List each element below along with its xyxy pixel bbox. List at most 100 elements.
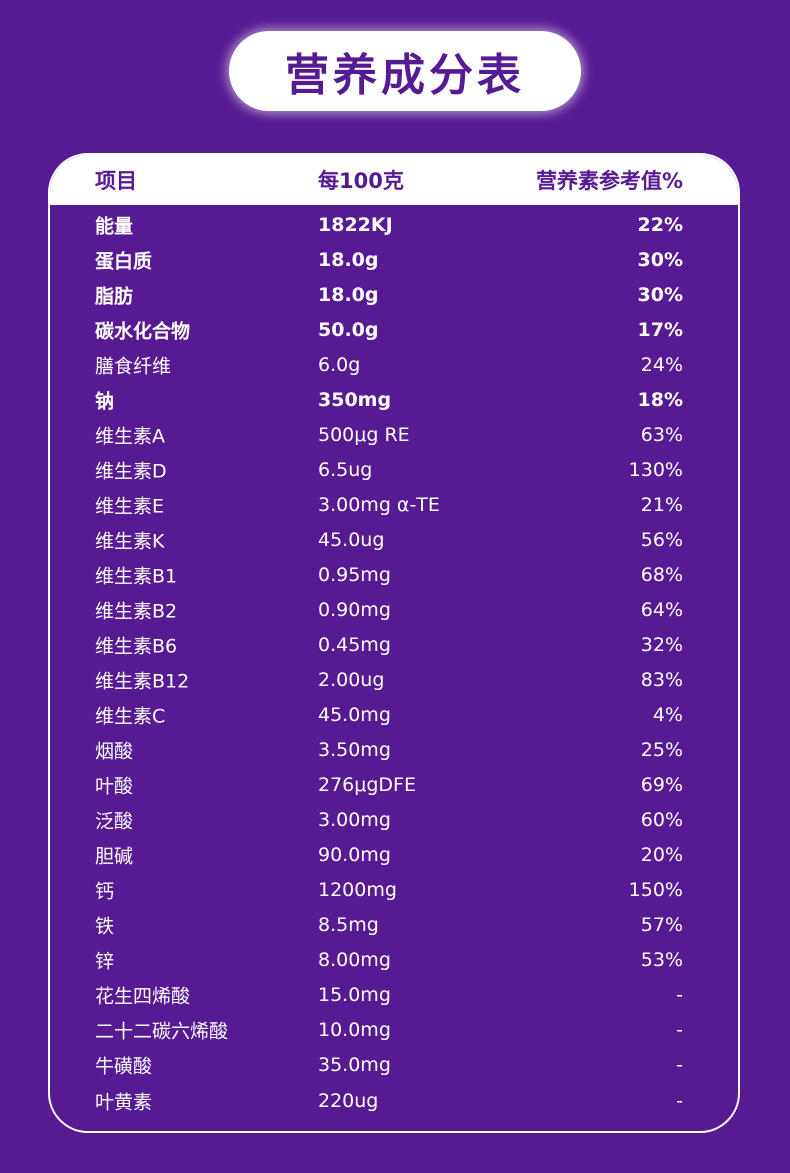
table-row: 碳水化合物 50.0g 17%: [50, 312, 738, 347]
nutrient-amount: 276μgDFE: [318, 774, 416, 797]
table-row: 维生素B1 0.95mg 68%: [50, 557, 738, 592]
nutrient-amount: 18.0g: [318, 248, 379, 271]
header-item: 项目: [95, 169, 137, 193]
table-row: 牛磺酸 35.0mg -: [50, 1048, 738, 1083]
table-row: 烟酸 3.50mg 25%: [50, 733, 738, 768]
nutrient-name: 维生素A: [95, 425, 165, 448]
nutrient-amount: 6.5ug: [318, 458, 373, 481]
nutrient-name: 花生四烯酸: [95, 985, 191, 1008]
nutrient-amount: 0.95mg: [318, 563, 391, 586]
nutrition-table: 项目 每100克 营养素参考值% 能量 1822KJ 22% 蛋白质 18.0g 30% 脂…: [48, 153, 740, 1133]
title-banner: 营养成分表: [229, 31, 581, 111]
nutrient-nrv: -: [676, 984, 683, 1007]
nutrient-nrv: 69%: [640, 774, 683, 797]
table-row: 维生素B2 0.90mg 64%: [50, 592, 738, 627]
nutrient-nrv: 17%: [637, 318, 683, 341]
nutrient-name: 维生素C: [95, 705, 166, 728]
table-row: 钠 350mg 18%: [50, 382, 738, 417]
nutrient-amount: 3.00mg: [318, 809, 391, 832]
nutrient-nrv: 25%: [640, 739, 683, 762]
nutrient-amount: 1200mg: [318, 879, 397, 902]
nutrient-name: 维生素B2: [95, 600, 178, 623]
header-per100g: 每100克: [318, 169, 404, 193]
nutrient-nrv: 64%: [640, 598, 683, 621]
table-row: 维生素B6 0.45mg 32%: [50, 627, 738, 662]
nutrient-amount: 90.0mg: [318, 844, 391, 867]
nutrient-nrv: 57%: [640, 914, 683, 937]
table-row: 脂肪 18.0g 30%: [50, 277, 738, 312]
nutrient-name: 脂肪: [95, 285, 134, 308]
nutrient-name: 铁: [95, 915, 115, 938]
nutrient-amount: 45.0ug: [318, 528, 385, 551]
nutrient-amount: 350mg: [318, 388, 392, 411]
table-row: 钙 1200mg 150%: [50, 873, 738, 908]
nutrient-nrv: 68%: [640, 563, 683, 586]
nutrient-amount: 45.0mg: [318, 704, 391, 727]
nutrient-nrv: 21%: [640, 493, 683, 516]
nutrient-amount: 50.0g: [318, 318, 379, 341]
nutrient-name: 钙: [95, 880, 115, 903]
table-row: 胆碱 90.0mg 20%: [50, 838, 738, 873]
header-nrv: 营养素参考值%: [535, 169, 683, 193]
nutrient-name: 碳水化合物: [95, 320, 191, 343]
nutrient-name: 维生素B6: [95, 635, 178, 658]
nutrient-name: 维生素B12: [95, 670, 190, 693]
table-row: 叶黄素 220ug -: [50, 1083, 738, 1118]
nutrient-nrv: 30%: [637, 283, 683, 306]
nutrient-amount: 3.00mg α-TE: [318, 493, 440, 516]
nutrient-name: 烟酸: [95, 740, 134, 763]
table-row: 维生素D 6.5ug 130%: [50, 452, 738, 487]
nutrient-name: 膳食纤维: [95, 355, 172, 378]
nutrient-nrv: -: [676, 1054, 683, 1077]
nutrient-nrv: 130%: [628, 458, 683, 481]
table-row: 维生素E 3.00mg α-TE 21%: [50, 487, 738, 522]
nutrient-amount: 15.0mg: [318, 984, 391, 1007]
table-row: 花生四烯酸 15.0mg -: [50, 978, 738, 1013]
nutrient-name: 蛋白质: [95, 250, 153, 273]
nutrient-name: 维生素K: [95, 530, 165, 553]
nutrient-amount: 8.00mg: [318, 949, 391, 972]
table-row: 铁 8.5mg 57%: [50, 908, 738, 943]
nutrient-nrv: 20%: [640, 844, 683, 867]
nutrient-amount: 1822KJ: [318, 213, 393, 236]
nutrient-name: 叶酸: [95, 775, 134, 798]
nutrient-amount: 0.45mg: [318, 633, 391, 656]
table-row: 能量 1822KJ 22%: [50, 207, 738, 242]
nutrient-nrv: 4%: [652, 704, 683, 727]
nutrient-nrv: 30%: [637, 248, 683, 271]
nutrient-amount: 6.0g: [318, 353, 361, 376]
nutrient-nrv: 60%: [640, 809, 683, 832]
nutrient-amount: 35.0mg: [318, 1054, 391, 1077]
nutrient-nrv: 24%: [640, 353, 683, 376]
nutrient-name: 维生素E: [95, 495, 165, 518]
nutrient-name: 维生素B1: [95, 565, 178, 588]
table-row: 维生素C 45.0mg 4%: [50, 698, 738, 733]
table-row: 膳食纤维 6.0g 24%: [50, 347, 738, 382]
nutrient-name: 牛磺酸: [95, 1055, 153, 1078]
nutrient-amount: 18.0g: [318, 283, 379, 306]
nutrient-name: 二十二碳六烯酸: [95, 1020, 229, 1043]
table-header: 项目 每100克 营养素参考值%: [50, 155, 738, 205]
table-row: 二十二碳六烯酸 10.0mg -: [50, 1013, 738, 1048]
nutrient-amount: 0.90mg: [318, 598, 391, 621]
table-row: 泛酸 3.00mg 60%: [50, 803, 738, 838]
table-row: 维生素K 45.0ug 56%: [50, 522, 738, 557]
nutrient-amount: 10.0mg: [318, 1019, 391, 1042]
table-row: 叶酸 276μgDFE 69%: [50, 768, 738, 803]
nutrient-nrv: -: [676, 1089, 683, 1112]
nutrient-amount: 2.00ug: [318, 669, 385, 692]
nutrient-nrv: 53%: [640, 949, 683, 972]
nutrient-name: 泛酸: [95, 810, 134, 833]
table-row: 维生素B12 2.00ug 83%: [50, 663, 738, 698]
nutrient-amount: 220ug: [318, 1089, 379, 1112]
table-row: 蛋白质 18.0g 30%: [50, 242, 738, 277]
nutrient-name: 钠: [95, 390, 115, 413]
nutrient-nrv: 150%: [628, 879, 683, 902]
nutrient-name: 维生素D: [95, 460, 167, 483]
nutrient-amount: 500μg RE: [318, 423, 410, 446]
nutrient-nrv: 63%: [640, 423, 683, 446]
nutrient-name: 能量: [95, 215, 134, 237]
nutrient-nrv: -: [676, 1019, 683, 1042]
nutrient-nrv: 18%: [637, 388, 683, 411]
nutrient-name: 锌: [95, 950, 115, 973]
